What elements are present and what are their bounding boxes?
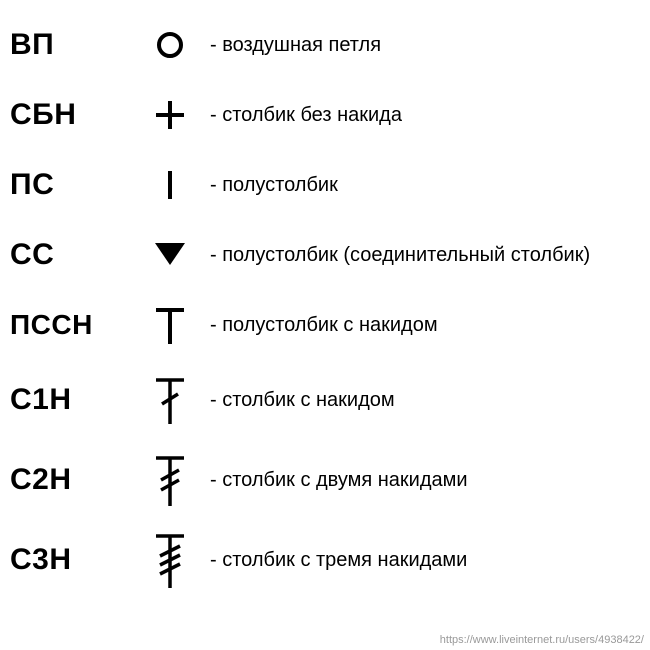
half-double-crochet-icon (130, 302, 210, 348)
desc-text: - столбик с тремя накидами (210, 549, 467, 572)
joining-stitch-icon (130, 235, 210, 275)
desc-text: - столбик без накида (210, 104, 402, 127)
abbr-text: С1Н (10, 383, 130, 417)
double-treble-crochet-icon (130, 528, 210, 592)
desc-text: - полустолбик (соединительный столбик) (210, 244, 590, 267)
legend-row: С2Н - столбик с двумя накидами (10, 440, 640, 520)
desc-text: - полустолбик (210, 174, 338, 197)
attribution-text: https://www.liveinternet.ru/users/493842… (440, 634, 644, 646)
slip-stitch-icon (130, 165, 210, 205)
abbr-text: ВП (10, 28, 130, 62)
legend-row: СБН - столбик без накида (10, 80, 640, 150)
abbr-text: С2Н (10, 463, 130, 497)
desc-text: - столбик с двумя накидами (210, 469, 468, 492)
double-crochet-icon (130, 372, 210, 428)
legend-row: ПС - полустолбик (10, 150, 640, 220)
abbr-text: СБН (10, 98, 130, 132)
desc-text: - столбик с накидом (210, 389, 395, 412)
legend-container: ВП - воздушная петля СБН - столбик без н… (0, 0, 650, 600)
legend-row: ПССН - полустолбик с накидом (10, 290, 640, 360)
desc-text: - воздушная петля (210, 34, 381, 57)
treble-crochet-icon (130, 450, 210, 510)
abbr-text: ПССН (10, 309, 130, 341)
legend-row: С3Н - столбик с тремя накидами (10, 520, 640, 600)
legend-row: С1Н - столбик с накидом (10, 360, 640, 440)
abbr-text: ПС (10, 168, 130, 202)
abbr-text: СС (10, 238, 130, 272)
desc-text: - полустолбик с накидом (210, 314, 438, 337)
single-crochet-icon (130, 95, 210, 135)
chain-loop-icon (130, 25, 210, 65)
legend-row: ВП - воздушная петля (10, 10, 640, 80)
abbr-text: С3Н (10, 543, 130, 577)
legend-row: СС - полустолбик (соединительный столбик… (10, 220, 640, 290)
